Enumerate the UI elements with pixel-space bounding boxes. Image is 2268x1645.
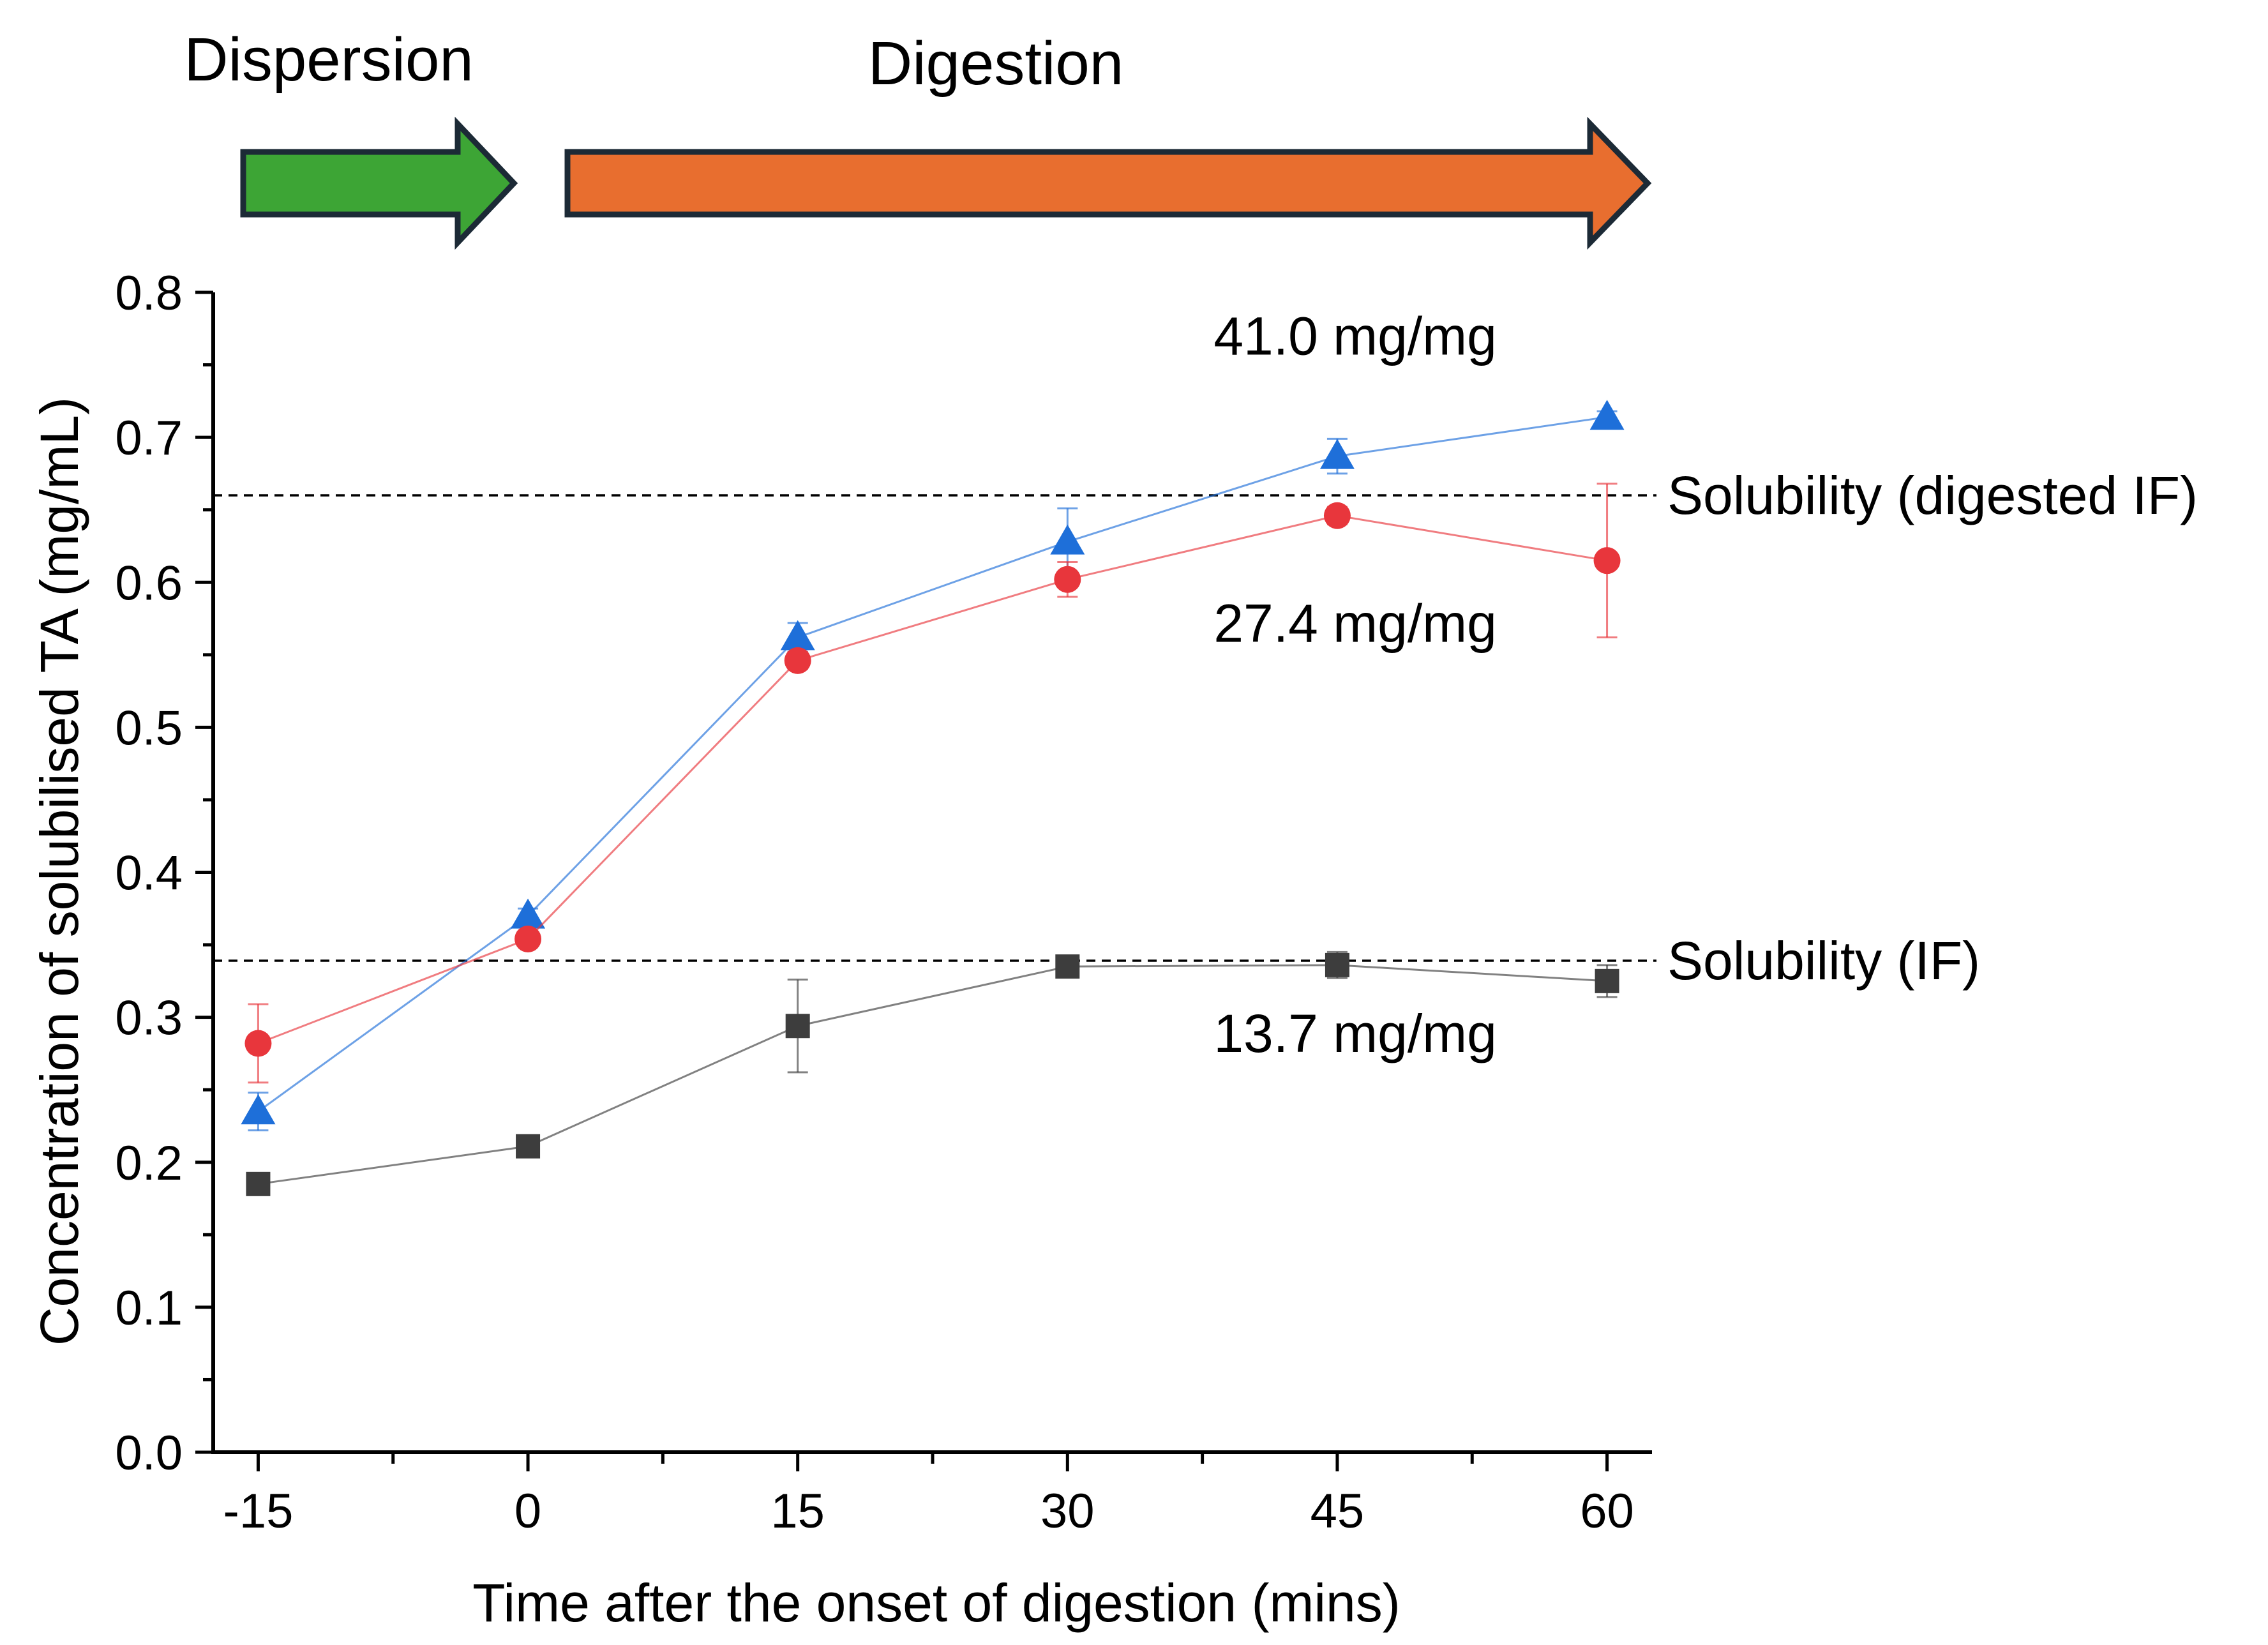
data-point-triangle (241, 1094, 276, 1125)
data-point-circle (1054, 566, 1081, 593)
data-point-square (1055, 954, 1080, 979)
x-tick-label: 0 (514, 1484, 541, 1538)
data-point-square (785, 1014, 810, 1039)
axes: 0.0 0.1 0.2 0.3 0.4 0.5 0.6 0.7 0.8 -15 0 15 30 45 60 (115, 266, 1652, 1538)
data-point-circle (784, 647, 811, 674)
data-series (241, 400, 1625, 1196)
y-tick-label: 0.8 (115, 266, 183, 320)
y-tick-label: 0.3 (115, 991, 183, 1046)
digestion-arrow (564, 116, 1652, 250)
data-point-square (1325, 952, 1349, 977)
data-point-triangle (1319, 439, 1355, 469)
series-line (257, 515, 1607, 1044)
x-tick-label: 45 (1310, 1484, 1365, 1538)
reference-line-label: Solubility (IF) (1667, 931, 1980, 991)
data-point-circle (1593, 547, 1621, 575)
data-point-circle (244, 1030, 272, 1057)
phase-arrows: Dispersion Digestion (184, 26, 1652, 250)
series-line (257, 416, 1607, 1113)
x-tick-label: 60 (1580, 1484, 1634, 1538)
series-square (246, 950, 1619, 1196)
data-point-circle (514, 925, 542, 952)
x-axis-title: Time after the onset of digestion (mins) (472, 1573, 1401, 1633)
y-tick-label: 0.2 (115, 1136, 183, 1191)
y-tick-label: 0.0 (115, 1426, 183, 1480)
series-line (258, 964, 1607, 1185)
data-point-square (246, 1171, 271, 1196)
data-point-square (516, 1134, 541, 1159)
data-point-triangle (1589, 400, 1625, 430)
data-point-triangle (780, 620, 815, 650)
y-tick-label: 0.7 (115, 411, 183, 465)
reference-lines: Solubility (digested IF) Solubility (IF) (213, 465, 2198, 991)
y-tick-label: 0.4 (115, 846, 183, 901)
ratio-annotation: 13.7 mg/mg (1213, 1003, 1497, 1063)
series-triangle (241, 400, 1625, 1132)
annotations: 41.0 mg/mg 27.4 mg/mg 13.7 mg/mg (1213, 306, 1497, 1063)
x-tick-label: 15 (770, 1484, 825, 1538)
digestion-label: Digestion (868, 29, 1123, 98)
y-tick-label: 0.6 (115, 556, 183, 610)
data-point-circle (1323, 502, 1351, 529)
y-tick-label: 0.1 (115, 1281, 183, 1335)
ratio-annotation: 41.0 mg/mg (1213, 306, 1497, 366)
series-circle (244, 483, 1621, 1084)
dispersion-arrow (240, 116, 518, 250)
data-point-triangle (1050, 524, 1085, 555)
y-axis-title: Concentration of solubilised TA (mg/mL) (29, 397, 89, 1346)
data-point-triangle (511, 898, 546, 929)
ratio-annotation: 27.4 mg/mg (1213, 593, 1497, 653)
y-tick-label: 0.5 (115, 701, 183, 755)
dispersion-label: Dispersion (184, 26, 474, 94)
x-tick-label: -15 (223, 1484, 294, 1538)
reference-line-label: Solubility (digested IF) (1667, 465, 2198, 525)
data-point-square (1595, 968, 1619, 993)
x-tick-label: 30 (1040, 1484, 1095, 1538)
